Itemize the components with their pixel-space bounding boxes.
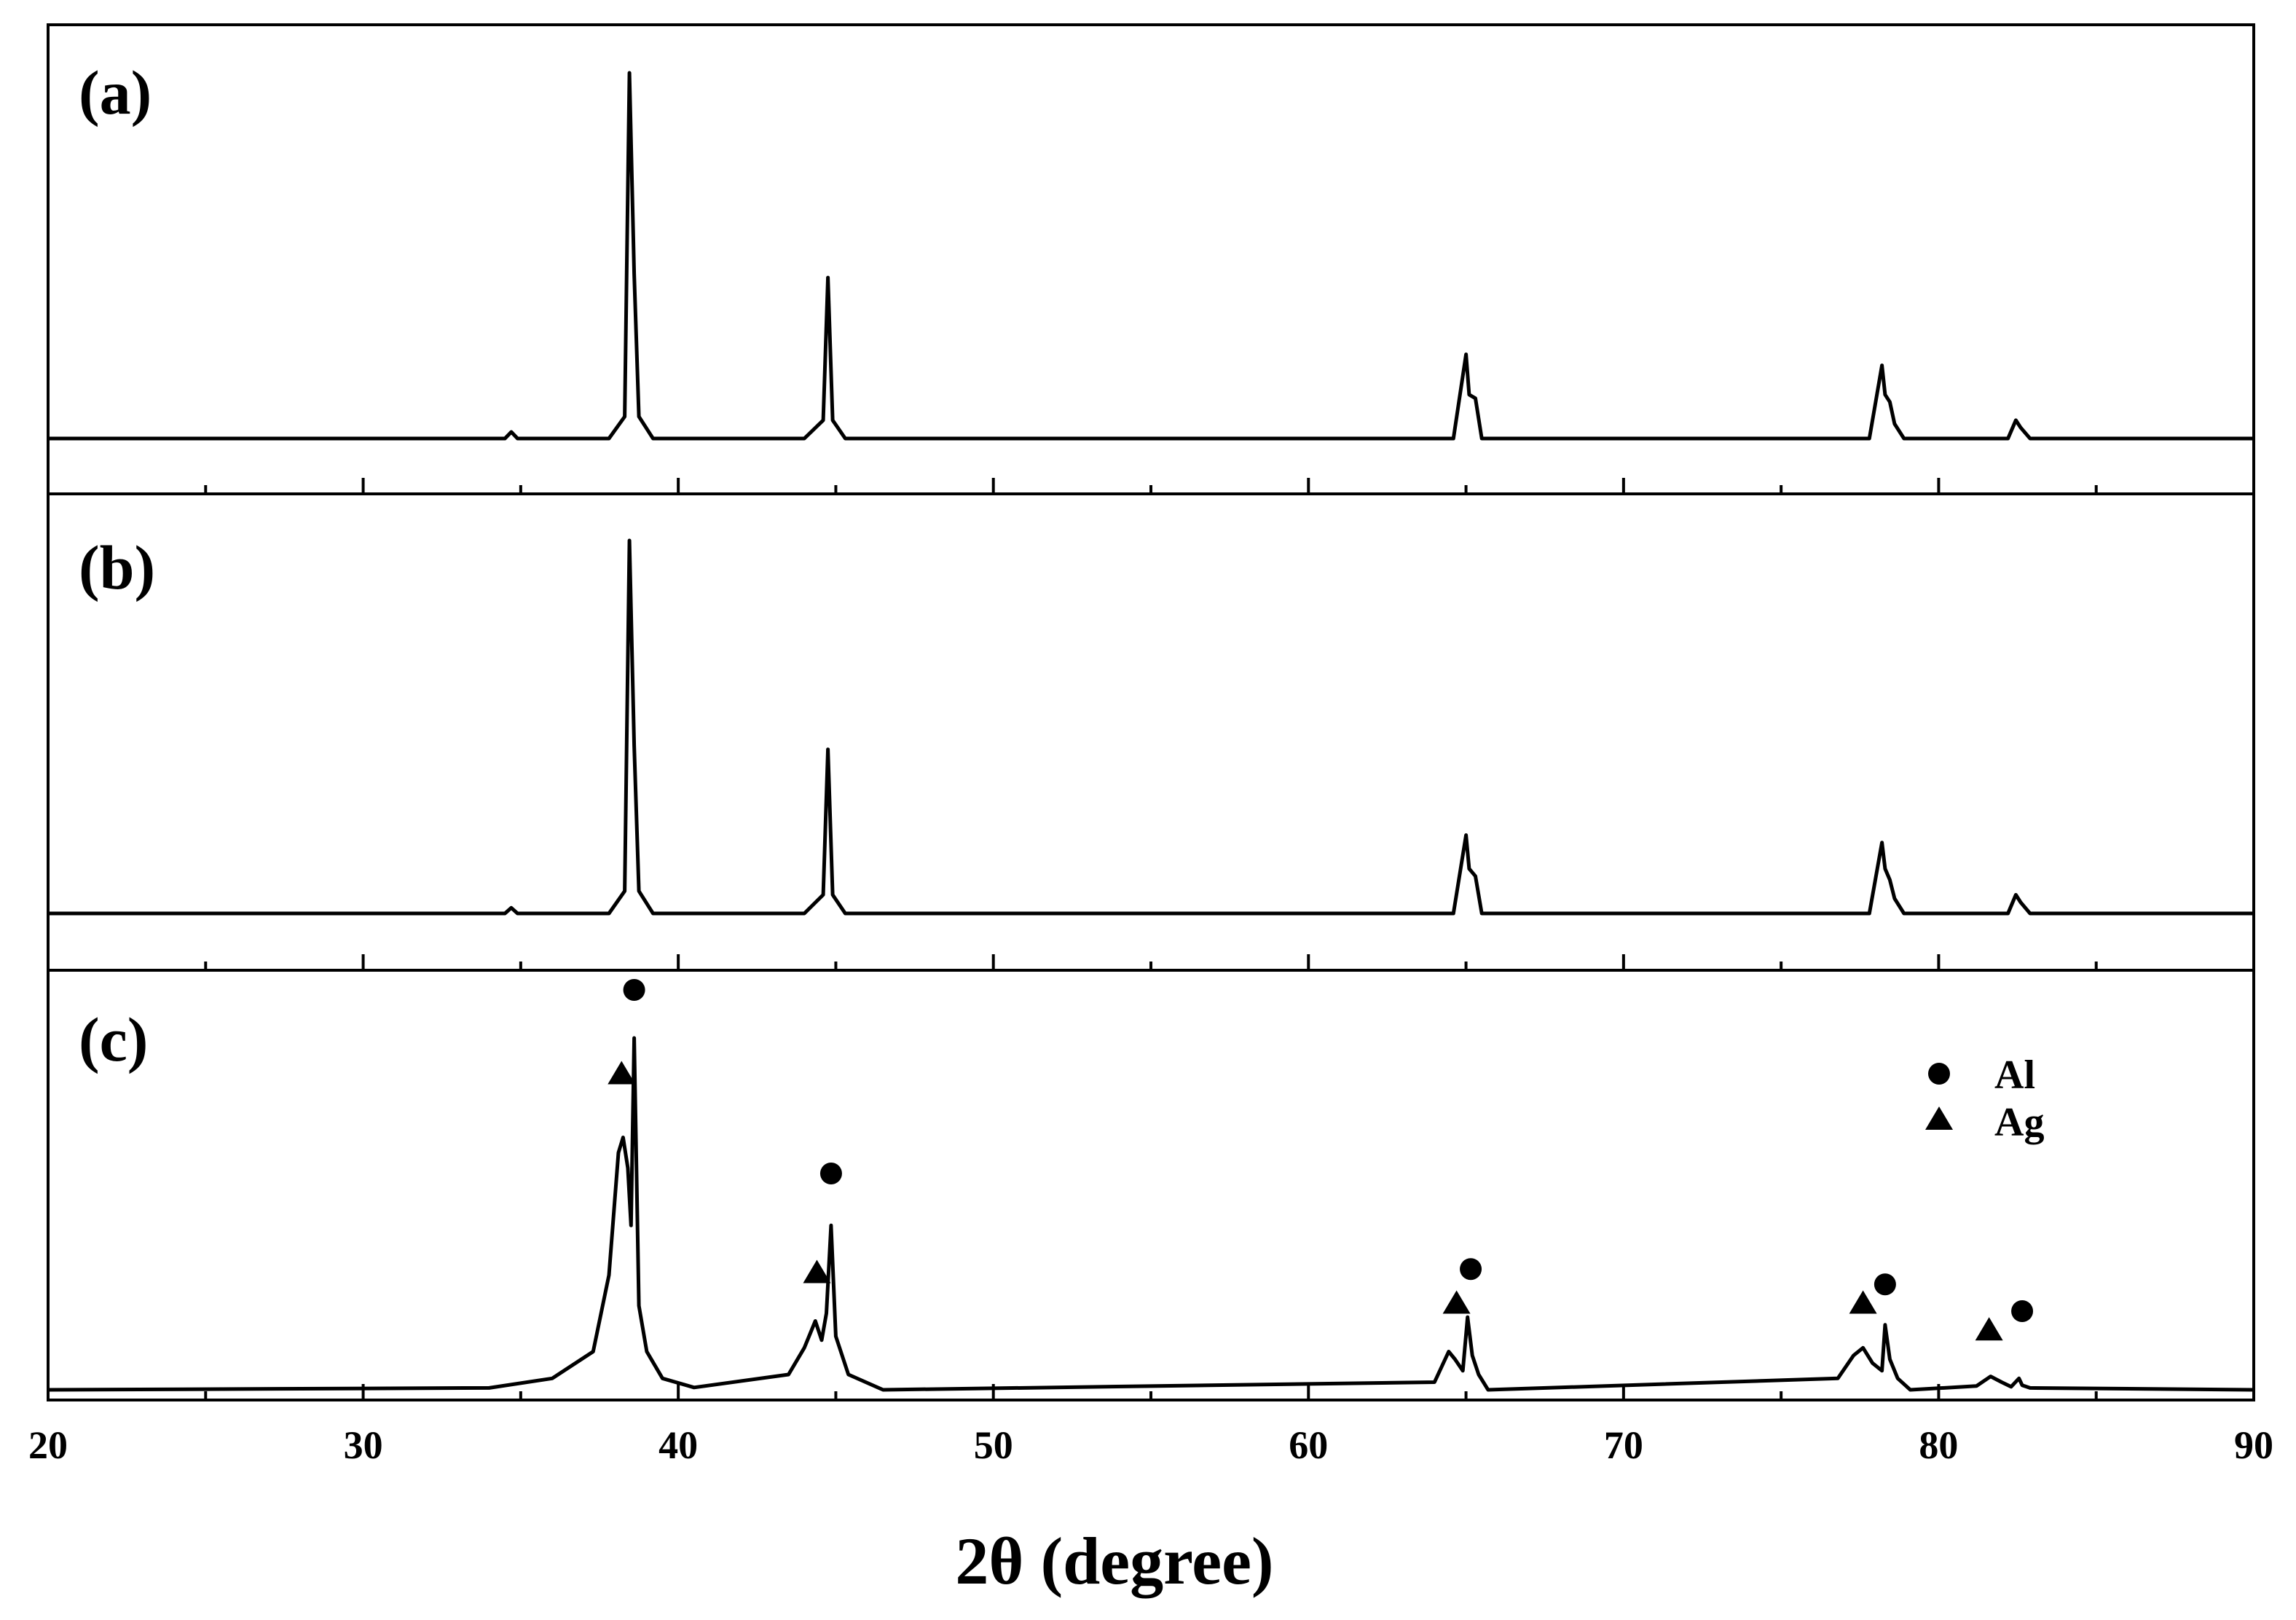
x-tick-label: 70 — [1604, 1423, 1643, 1467]
x-tick-label: 80 — [1919, 1423, 1958, 1467]
al-peak-marker — [1460, 1258, 1482, 1281]
panel-c: (c) Al Ag — [47, 969, 2255, 1401]
panel-a-pattern-line — [48, 71, 2254, 441]
panel-a-label: (a) — [79, 58, 152, 127]
panel-c-ticks — [47, 1384, 2255, 1400]
panel-b-label: (b) — [79, 532, 155, 602]
x-axis-title: 2θ (degree) — [955, 1524, 1273, 1598]
x-axis-tick-labels: 20 30 40 50 60 70 80 90 — [28, 1423, 2273, 1467]
x-tick-label: 50 — [974, 1423, 1013, 1467]
al-peak-marker — [1874, 1273, 1896, 1296]
ag-peak-marker — [803, 1259, 831, 1283]
al-peak-marker — [819, 1163, 842, 1184]
panel-c-phase-markers — [608, 979, 2034, 1341]
x-tick-label: 30 — [344, 1423, 383, 1467]
legend: Al Ag — [1925, 1053, 2044, 1145]
ag-peak-marker — [1442, 1290, 1471, 1314]
x-tick-label: 90 — [2234, 1423, 2273, 1467]
panel-b-pattern-line — [48, 538, 2254, 916]
al-peak-marker — [2011, 1300, 2034, 1322]
ag-peak-marker — [1975, 1317, 2003, 1341]
x-tick-label: 20 — [28, 1423, 68, 1467]
x-tick-label: 60 — [1289, 1423, 1328, 1467]
x-tick-label: 40 — [658, 1423, 698, 1467]
panel-c-label: (c) — [79, 1004, 148, 1074]
ag-peak-marker — [1849, 1290, 1877, 1314]
legend-al-label: Al — [1994, 1053, 2035, 1098]
legend-ag-label: Ag — [1994, 1100, 2044, 1145]
panel-c-pattern-line — [47, 1036, 2254, 1392]
legend-al-marker — [1928, 1063, 1950, 1085]
legend-ag-marker — [1925, 1106, 1953, 1130]
ag-peak-marker — [608, 1061, 636, 1085]
al-peak-marker — [623, 979, 645, 1001]
